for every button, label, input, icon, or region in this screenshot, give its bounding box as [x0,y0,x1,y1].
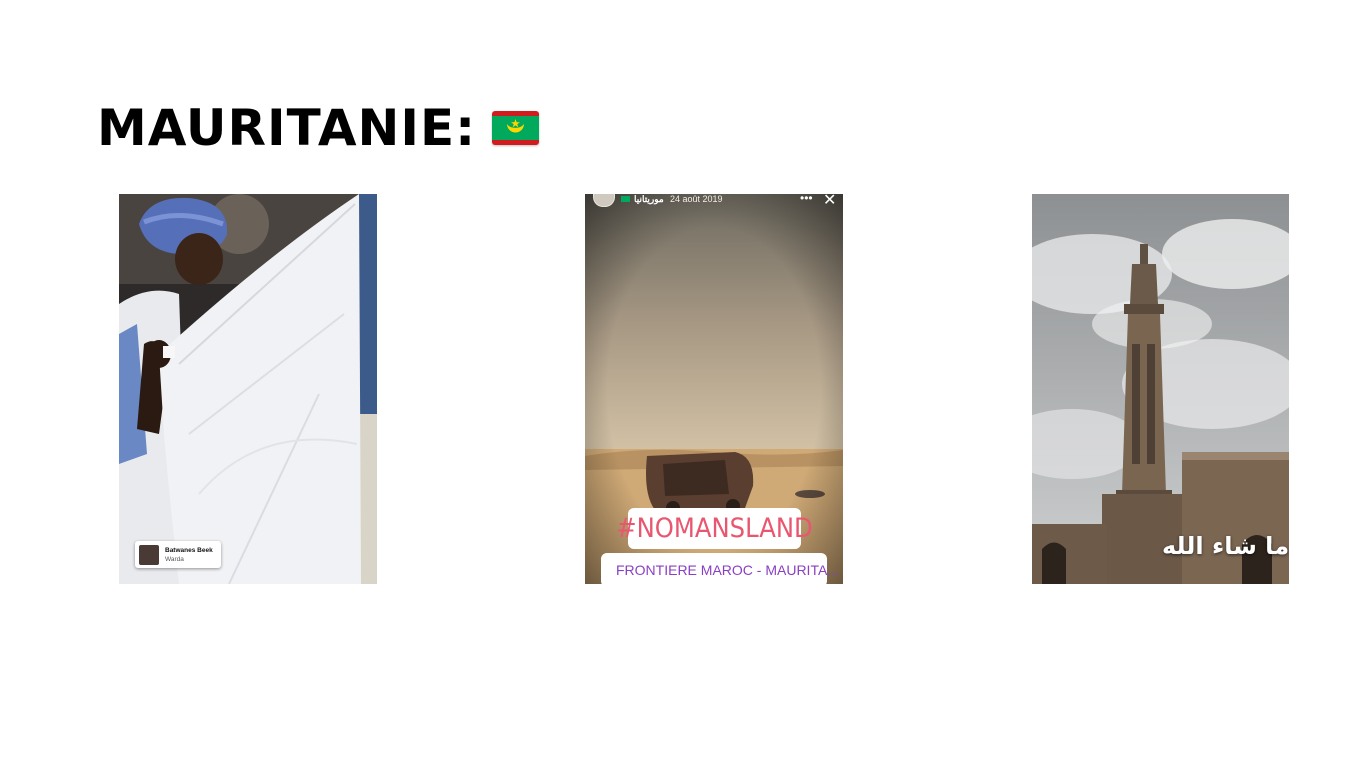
page-title: MAURITANIE: [97,99,477,157]
profile-avatar[interactable] [593,194,615,207]
story-panel-desert: موريتانيا 24 août 2019 ••• ✕ #NOMANSLAND… [585,194,843,584]
close-icon[interactable]: ✕ [823,194,837,209]
story-date: 24 août 2019 [670,194,723,204]
music-title: Batwanes Beek [165,546,213,554]
hashtag-sticker[interactable]: #NOMANSLAND [616,508,813,549]
story-username[interactable]: موريتانيا [634,194,664,204]
location-sticker[interactable]: FRONTIERE MAROC - MAURITA... [601,553,839,584]
story-panel-mosque: ما شاء الله [1032,194,1289,584]
album-cover-thumbnail [139,544,159,565]
title-row: MAURITANIE: [97,98,540,158]
mauritania-flag-icon [492,111,540,145]
story-header: موريتانيا 24 août 2019 ••• ✕ [585,194,843,209]
location-text: FRONTIERE MAROC - MAURITA... [616,562,839,578]
music-sticker: Batwanes Beek Warda [135,541,221,568]
mauritania-flag-icon [621,196,630,202]
arabic-caption: ما شاء الله [1162,532,1289,560]
music-artist: Warda [165,555,184,563]
more-options-icon[interactable]: ••• [800,194,813,205]
story-panel-fabric: Batwanes Beek Warda [119,194,377,584]
fabric-seller-photo [119,194,377,584]
mosque-minaret-photo [1032,194,1289,584]
hashtag-text: #NOMANSLAND [616,513,813,544]
